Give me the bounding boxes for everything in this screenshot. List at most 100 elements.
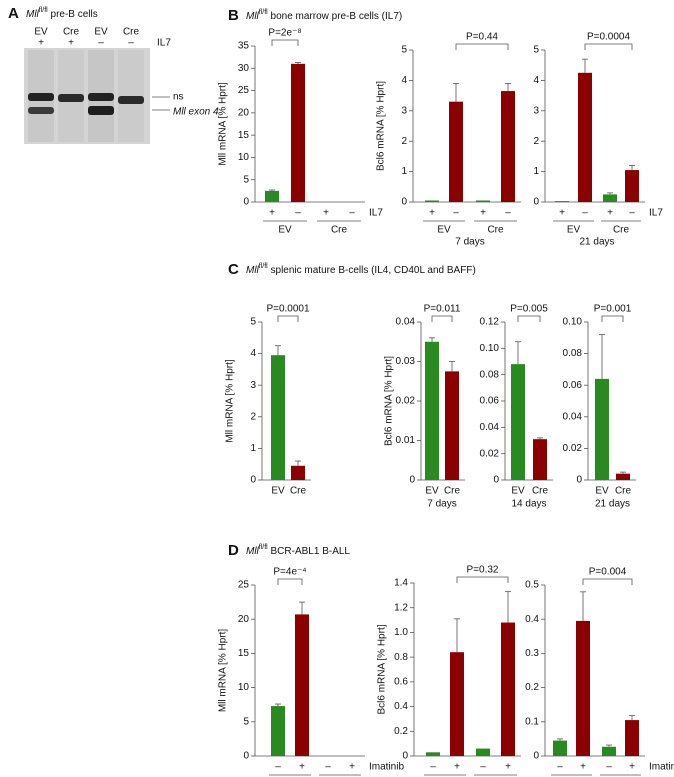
p-value: P=0.011 — [424, 304, 461, 315]
y-tick-label: 1 — [250, 443, 256, 454]
x-tick-label: + — [429, 208, 435, 219]
y-tick-label: 2 — [250, 411, 256, 422]
lane-treatment: – — [98, 38, 104, 49]
group-label: EV — [437, 225, 451, 236]
chart: 0 0.02 0.04 0.06 0.08 0.10 0.12 EV Cre 14 days P=0… — [480, 304, 553, 510]
chart: 0 0.01 0.02 0.03 0.04 Bcl6 mRNA [% Hprt] EV Cre… — [384, 304, 465, 510]
significance-bracket — [517, 315, 541, 322]
y-tick-label: 0 — [576, 475, 582, 486]
panel-letter: B — [228, 7, 239, 24]
y-tick-label: 20 — [238, 107, 250, 118]
group-label: Cre — [613, 225, 630, 236]
bar — [603, 194, 617, 202]
chart: 0 0.2 0.4 0.6 0.8 1.0 1.2 1.4 Bcl6 mRNA [% Hprt]… — [377, 565, 521, 776]
y-tick-label: 0 — [533, 197, 539, 208]
significance-bracket — [455, 43, 509, 50]
bar — [271, 355, 285, 480]
x-tick-label: Cre — [615, 486, 632, 497]
y-tick-label: 3 — [533, 105, 539, 116]
y-tick-label: 0.2 — [525, 682, 539, 693]
band-label: ns — [173, 92, 184, 103]
bar — [595, 378, 609, 480]
y-tick-label: 0.04 — [480, 422, 500, 433]
x-tick-label: – — [430, 762, 436, 773]
y-tick-label: 25 — [238, 85, 250, 96]
p-value: P=2e⁻⁸ — [268, 28, 301, 39]
y-tick-label: 35 — [238, 41, 250, 52]
y-tick-label: 25 — [238, 580, 250, 591]
y-tick-label: 0 — [533, 751, 539, 762]
y-tick-label: 0.1 — [525, 716, 539, 727]
y-tick-label: 0.3 — [525, 648, 539, 659]
x-tick-label: + — [559, 208, 565, 219]
x-tick-label: + — [299, 762, 305, 773]
x-tick-label: – — [453, 208, 459, 219]
y-tick-label: 5 — [243, 174, 249, 185]
x-tick-label: – — [505, 208, 511, 219]
header-gene: Mll — [246, 11, 260, 22]
x-tick-label: + — [480, 208, 486, 219]
y-axis-label: Mll mRNA [% Hprt] — [218, 629, 229, 713]
y-tick-label: 1.4 — [394, 578, 408, 589]
header-text: pre-B cells — [48, 9, 98, 20]
x-tick-label: – — [325, 762, 331, 773]
x-tick-label: – — [582, 208, 588, 219]
header-text: bone marrow pre-B cells (IL7) — [268, 11, 403, 22]
y-tick-label: 3 — [250, 380, 256, 391]
y-tick-label: 0.06 — [480, 396, 500, 407]
panel-letter: A — [8, 5, 19, 22]
y-tick-label: 20 — [238, 614, 250, 625]
bar — [445, 371, 459, 480]
x-axis-label: 21 days — [579, 237, 614, 248]
y-axis-label: Mll mRNA [% Hprt] — [218, 82, 229, 166]
y-tick-label: 30 — [238, 63, 250, 74]
group-label: EV — [278, 225, 292, 236]
y-tick-label: 0.02 — [563, 443, 583, 454]
y-tick-label: 10 — [238, 682, 250, 693]
significance-bracket — [601, 315, 624, 322]
p-value: P=0.0004 — [587, 32, 631, 43]
x-tick-label: – — [295, 208, 301, 219]
y-tick-label: 4 — [401, 75, 407, 86]
y-tick-label: 0 — [243, 751, 249, 762]
lane-label: Cre — [63, 27, 80, 38]
bar — [576, 620, 590, 756]
y-tick-label: 1 — [401, 166, 407, 177]
x-tick-label: + — [349, 762, 355, 773]
p-value: P=0.004 — [589, 567, 627, 578]
y-tick-label: 0.8 — [394, 652, 408, 663]
x-axis-label: 14 days — [511, 499, 546, 510]
y-tick-label: 15 — [238, 130, 250, 141]
bar — [533, 439, 547, 480]
bar — [291, 465, 305, 480]
panel-header: Mllfl/fl splenic mature B-cells (IL4, CD… — [246, 263, 476, 276]
y-tick-label: 4 — [250, 348, 256, 359]
panel-header: Mllfl/fl pre-B cells — [26, 7, 98, 20]
lane-treatment: + — [68, 38, 74, 49]
panel-letter: C — [228, 261, 239, 278]
x-tick-label: EV — [271, 486, 285, 497]
bar — [616, 473, 630, 480]
x-tick-label: – — [629, 208, 635, 219]
y-tick-label: 0 — [250, 475, 256, 486]
y-tick-label: 0.10 — [480, 343, 500, 354]
y-tick-label: 0 — [402, 751, 408, 762]
chart: 0 1 2 3 4 5 Mll mRNA [% Hprt] EV Cre P=0.0001 — [225, 304, 311, 497]
bar — [450, 652, 464, 756]
group-label: EV — [567, 225, 581, 236]
lane-label: Cre — [123, 27, 140, 38]
x-tick-label: + — [323, 208, 329, 219]
y-tick-label: 1 — [533, 166, 539, 177]
lane-label: EV — [34, 27, 48, 38]
bar — [425, 341, 439, 480]
header-text: splenic mature B-cells (IL4, CD40L and B… — [268, 265, 476, 276]
y-tick-label: 0.01 — [396, 435, 416, 446]
x-tick-label: – — [275, 762, 281, 773]
y-tick-label: 0.12 — [480, 317, 500, 328]
y-tick-label: 0.06 — [563, 380, 583, 391]
y-axis-label: Bcl6 mRNA [% Hprt] — [377, 624, 388, 714]
